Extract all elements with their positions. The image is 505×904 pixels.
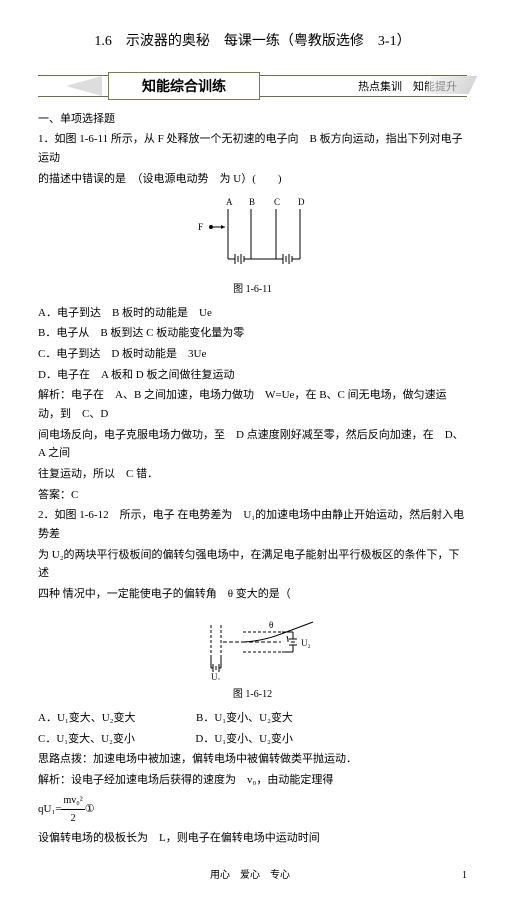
q2-optC: C．U₁变大、U₂变小: [38, 733, 135, 745]
q1-answer: 答案：C: [38, 486, 467, 505]
footer: 用心 爱心 专心 1: [38, 867, 467, 884]
q2-explain: 解析：设电子经加速电场后获得的速度为 v₀，由动能定理得: [38, 771, 467, 790]
q2-stem: 为 U₂的两块平行极板间的偏转匀强电场中，在满足电子能射出平行极板区的条件下，下…: [38, 546, 467, 583]
svg-text:U₂: U₂: [301, 638, 311, 648]
svg-text:D: D: [298, 197, 305, 207]
banner-box: 知能综合训练: [108, 72, 260, 100]
q2-stem: 四种 情况中，一定能使电子的偏转角 θ 变大的是（: [38, 585, 467, 604]
section-heading: 一、单项选择题: [38, 110, 467, 129]
q2-options: A．U₁变大、U₂变大 B．U₁变小、U₂变大: [38, 709, 467, 728]
q2-optD: D．U₁变小、U₂变小: [195, 733, 293, 745]
q1-explain: 解析：电子在 A、B 之间加速，电场力做功 W=Ue，在 B、C 间无电场，做匀…: [38, 386, 467, 423]
figure-1-6-12: U₁ U₂ θ: [38, 610, 467, 680]
eq-lhs: qU₁=: [38, 803, 61, 815]
svg-text:C: C: [274, 197, 280, 207]
eq-tail: ①: [85, 803, 95, 815]
banner: 知能综合训练 热点集训 知能提升: [38, 72, 467, 100]
page-number: 1: [462, 867, 467, 884]
q1-explain: 往复运动，所以 C 错．: [38, 465, 467, 484]
q1-optB: B．电子从 B 板到达 C 板动能变化量为零: [38, 324, 467, 343]
svg-text:U₁: U₁: [211, 672, 221, 680]
figure-1-6-11-label: 图 1-6-11: [38, 281, 467, 298]
svg-text:θ: θ: [269, 620, 273, 630]
q1-explain: 间电场反向，电子克服电场力做功，至 D 点速度刚好减至零，然后反向加速，在 D、…: [38, 426, 467, 463]
q1-optC: C．电子到达 D 板时动能是 3Ue: [38, 345, 467, 364]
figure-1-6-11: A B C D F: [38, 195, 467, 275]
svg-text:B: B: [249, 197, 255, 207]
q1-optA: A．电子到达 B 板时的动能是 Ue: [38, 304, 467, 323]
q2-explain: 设偏转电场的极板长为 L，则电子在偏转电场中运动时间: [38, 829, 467, 848]
q1-stem: 1．如图 1-6-11 所示，从 F 处释放一个无初速的电子向 B 板方向运动，…: [38, 130, 467, 167]
q2-think: 思路点拨：加速电场中被加速，偏转电场中被偏转做类平抛运动．: [38, 750, 467, 769]
svg-text:A: A: [226, 197, 233, 207]
q1-optD: D．电子在 A 板和 D 板之间做往复运动: [38, 366, 467, 385]
q1-stem: 的描述中错误的是 （设电源电动势 为 U）( ): [38, 170, 467, 189]
q2-stem: 2．如图 1-6-12 所示，电子 在电势差为 U₁的加速电场中由静止开始运动，…: [38, 506, 467, 543]
footer-text: 用心 爱心 专心: [210, 870, 290, 881]
page-title: 1.6 示波器的奥秘 每课一练（粤教版选修 3-1）: [38, 30, 467, 54]
q2-equation: qU₁=mv₀²2①: [38, 792, 467, 827]
svg-text:F: F: [198, 222, 203, 232]
q2-options: C．U₁变大、U₂变小 D．U₁变小、U₂变小: [38, 730, 467, 749]
eq-frac: mv₀²2: [61, 792, 84, 827]
figure-1-6-12-label: 图 1-6-12: [38, 686, 467, 703]
